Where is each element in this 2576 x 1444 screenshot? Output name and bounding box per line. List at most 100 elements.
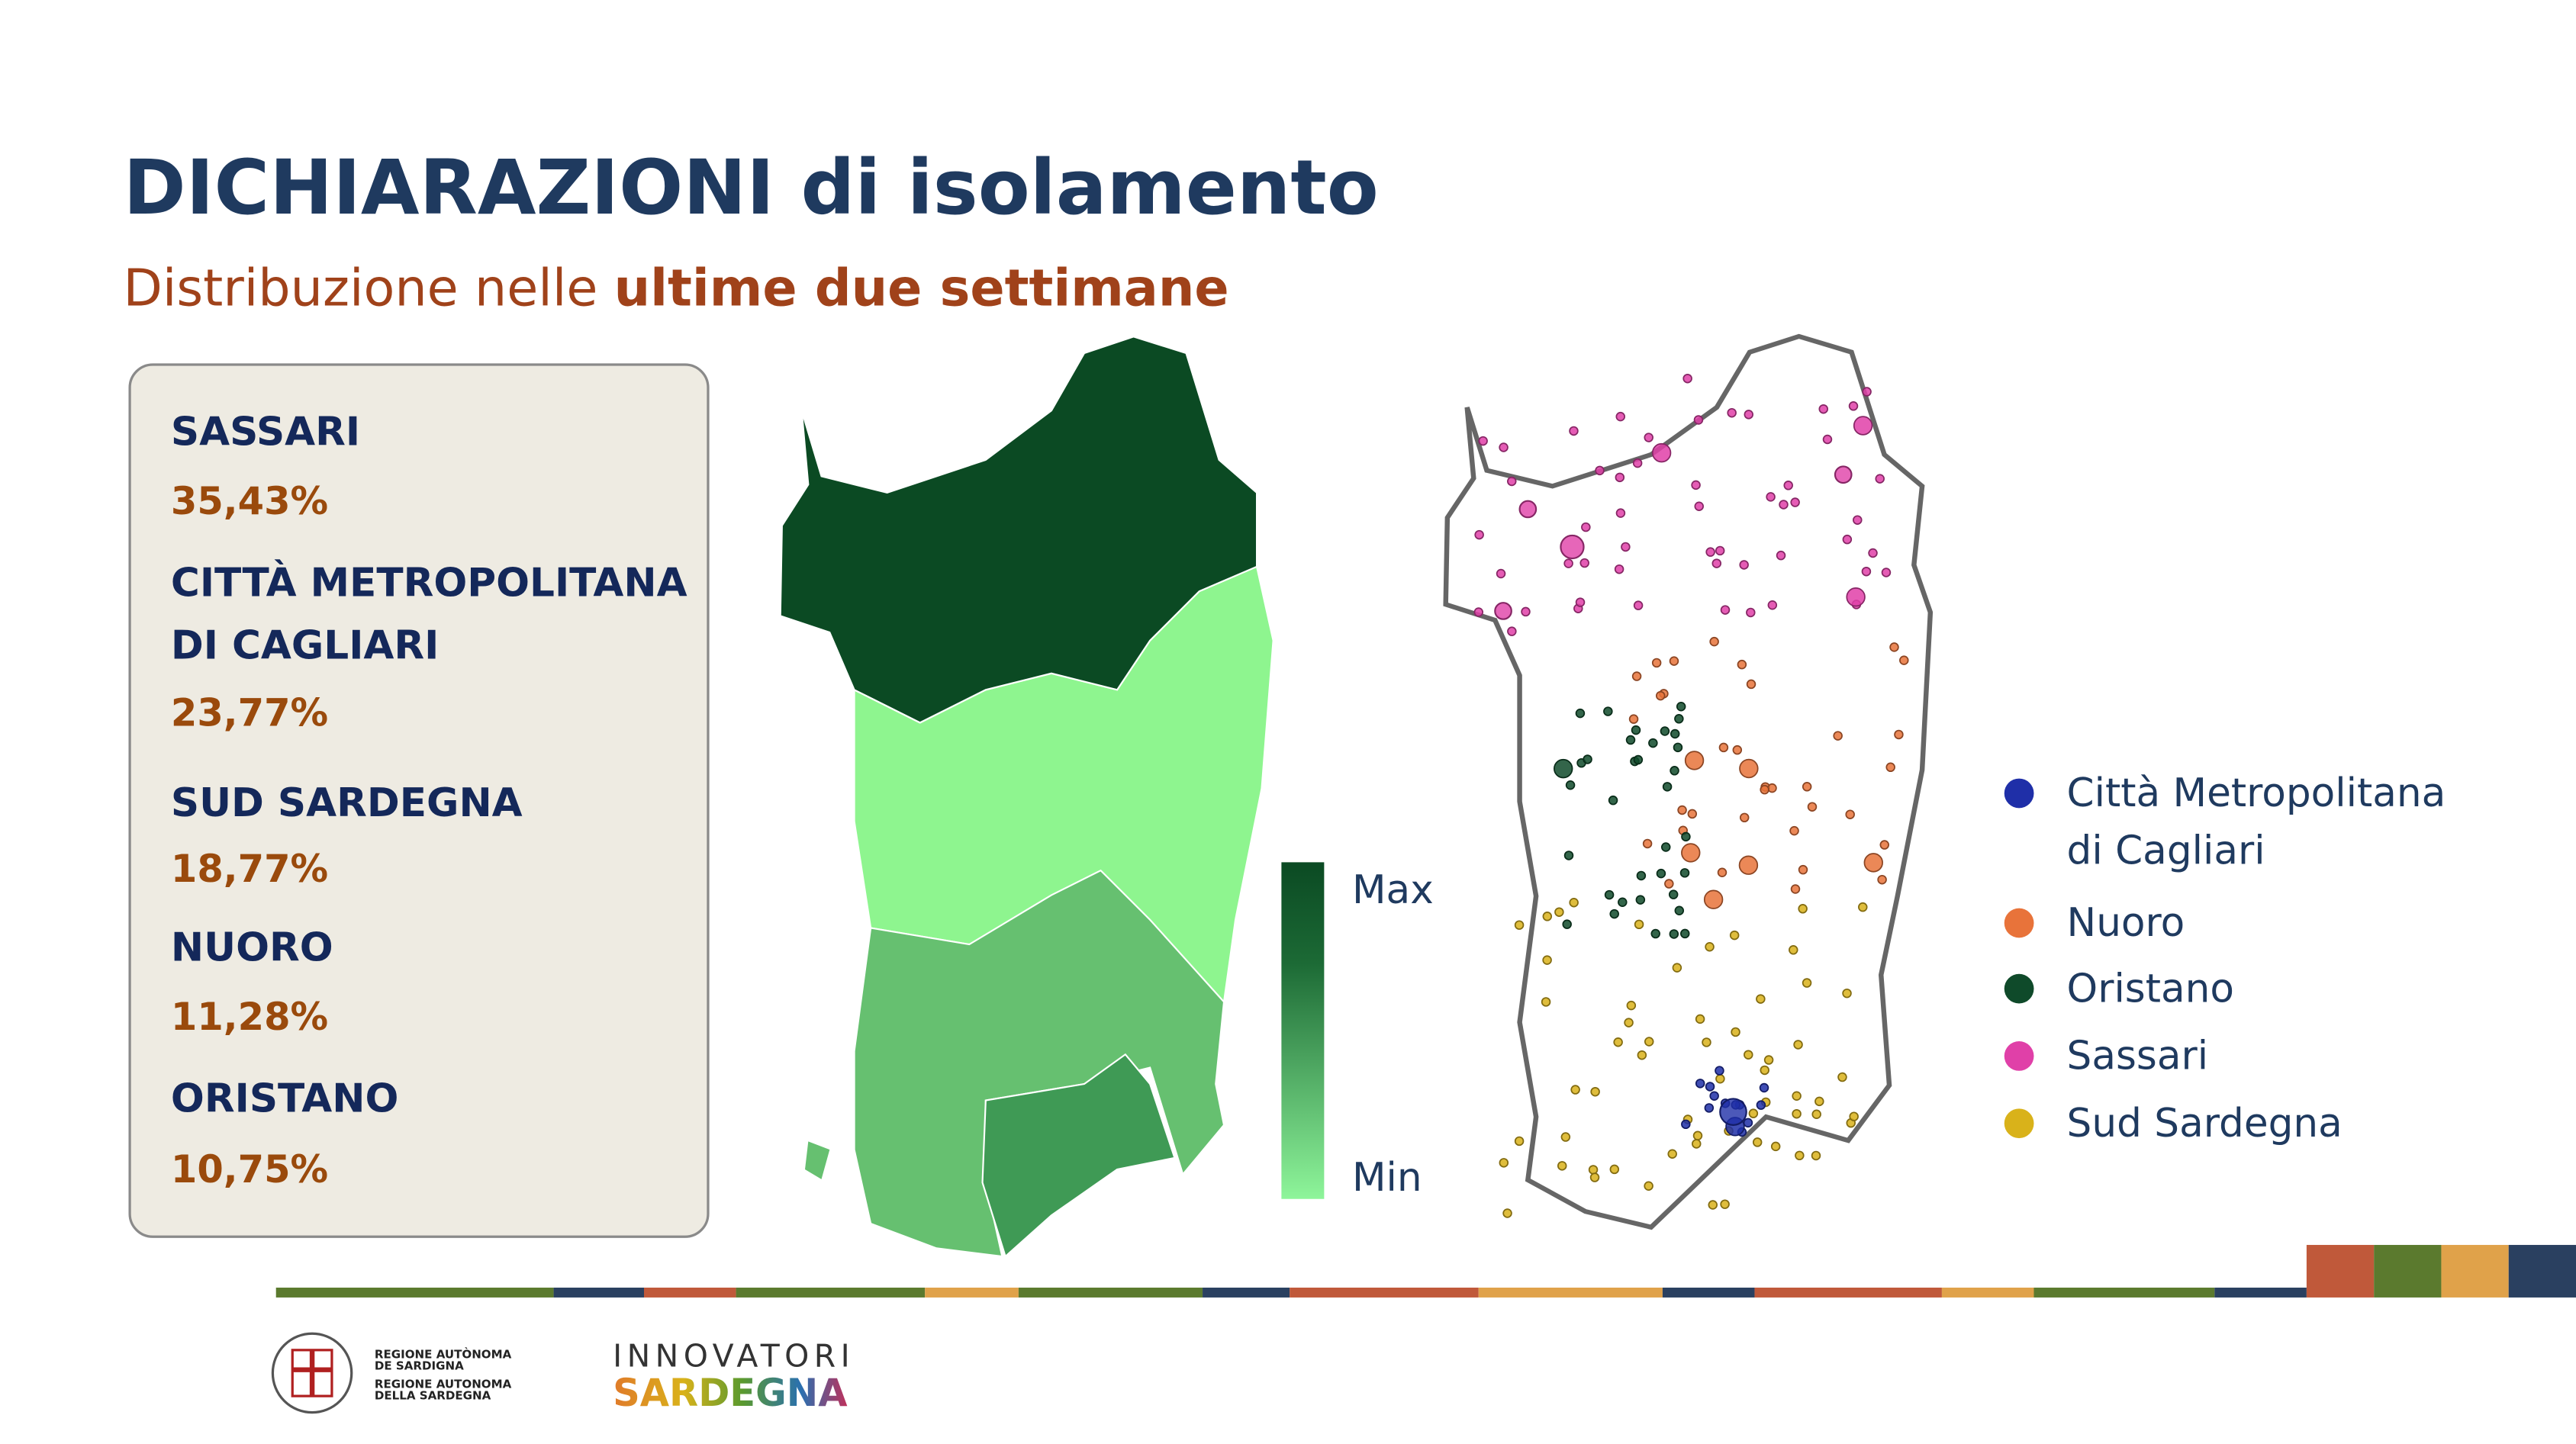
summary-box xyxy=(128,363,710,1238)
dot xyxy=(1682,373,1692,384)
dot xyxy=(1708,1200,1718,1210)
dot xyxy=(1681,843,1701,863)
region-text: DELLA SARDEGNA xyxy=(375,1388,491,1402)
stripe-segment xyxy=(1478,1288,1663,1298)
dot xyxy=(1814,1096,1824,1107)
dot xyxy=(1894,729,1904,740)
dot xyxy=(1763,1055,1774,1065)
dot xyxy=(1760,784,1769,795)
dot xyxy=(1798,864,1808,875)
dot xyxy=(1660,726,1670,736)
dot xyxy=(1579,558,1589,568)
dot xyxy=(1680,928,1690,939)
dot xyxy=(1802,978,1812,988)
dot xyxy=(1842,534,1853,545)
area-name: ORISTANO xyxy=(171,1076,398,1122)
dot xyxy=(1756,994,1766,1004)
dot-map-outline xyxy=(1443,333,1934,1230)
dot xyxy=(1842,988,1852,999)
summary-list: SASSARI 35,43% CITTÀ METROPOLITANA DI CAGLI… xyxy=(171,409,687,1192)
stripe-segment xyxy=(1203,1288,1290,1298)
dot xyxy=(1496,568,1506,579)
dot xyxy=(1651,658,1662,668)
stripe-segment xyxy=(644,1288,736,1298)
dot xyxy=(1644,1037,1654,1047)
legend-label: di Cagliari xyxy=(2067,828,2265,874)
dot xyxy=(1792,1108,1802,1119)
dot xyxy=(1542,912,1553,921)
dot xyxy=(1624,1018,1634,1028)
dot xyxy=(1554,907,1564,917)
stripe-segment xyxy=(275,1288,554,1298)
dot xyxy=(1604,889,1615,900)
dot xyxy=(1759,1082,1769,1093)
dot xyxy=(1760,1065,1769,1076)
dot xyxy=(1670,728,1680,739)
legend-label: Sud Sardegna xyxy=(2067,1101,2343,1147)
dot xyxy=(1614,564,1624,574)
dot xyxy=(1693,415,1704,425)
area-share: 11,28% xyxy=(171,995,328,1039)
legend-label: Città Metropolitana xyxy=(2067,770,2446,816)
area-share: 35,43% xyxy=(171,479,328,523)
dot xyxy=(1692,1130,1703,1141)
dot xyxy=(1770,1141,1781,1152)
dot xyxy=(1618,897,1628,907)
dot xyxy=(1560,1132,1571,1142)
dot xyxy=(1811,1150,1821,1161)
dot xyxy=(1704,1103,1715,1113)
legend-dot xyxy=(2004,973,2034,1004)
dot xyxy=(1790,497,1800,507)
dot xyxy=(1789,945,1798,955)
dot xyxy=(1848,401,1859,411)
dot xyxy=(1743,1118,1753,1128)
dot xyxy=(1705,1082,1715,1092)
dot xyxy=(1718,742,1729,753)
dot xyxy=(1802,782,1812,792)
dot xyxy=(1732,745,1743,755)
dot xyxy=(1695,1079,1705,1089)
dot xyxy=(1667,1149,1677,1159)
dot xyxy=(1720,605,1731,615)
dot xyxy=(1494,602,1512,620)
dot xyxy=(1650,928,1660,939)
dot xyxy=(1668,889,1679,899)
dot xyxy=(1776,550,1786,561)
dot xyxy=(1589,1172,1600,1182)
dot xyxy=(1719,1098,1747,1126)
dot xyxy=(1845,809,1855,819)
dot xyxy=(1651,442,1672,463)
dot xyxy=(1595,465,1605,476)
dot xyxy=(1499,442,1509,452)
dot xyxy=(1633,754,1644,765)
dot xyxy=(1634,919,1644,930)
dot xyxy=(1793,1040,1803,1050)
dot xyxy=(1570,1085,1580,1095)
dot xyxy=(1899,655,1909,665)
dot xyxy=(1752,1137,1763,1147)
dot xyxy=(1542,955,1552,965)
dot xyxy=(1858,902,1868,912)
dot xyxy=(1637,1050,1647,1060)
dot xyxy=(1615,411,1625,422)
dot xyxy=(1756,1100,1766,1110)
legend-label: Nuoro xyxy=(2067,900,2185,946)
dot xyxy=(1889,642,1899,652)
dot xyxy=(1636,870,1647,881)
scale-max: Max xyxy=(1352,867,1434,913)
dot xyxy=(1664,879,1674,889)
dot xyxy=(1792,1091,1802,1101)
region-cagliari xyxy=(981,1053,1176,1259)
dot xyxy=(1628,714,1639,724)
dot xyxy=(1729,930,1740,941)
dot xyxy=(1853,416,1873,436)
dot xyxy=(1715,1074,1725,1084)
dot xyxy=(1715,1066,1724,1076)
dot xyxy=(1837,1072,1847,1082)
dot xyxy=(1811,1109,1821,1120)
dot xyxy=(1779,500,1789,510)
legend-label: Sassari xyxy=(2067,1034,2209,1079)
dot xyxy=(1789,825,1799,836)
dot xyxy=(1609,1164,1620,1175)
island xyxy=(805,1141,830,1179)
